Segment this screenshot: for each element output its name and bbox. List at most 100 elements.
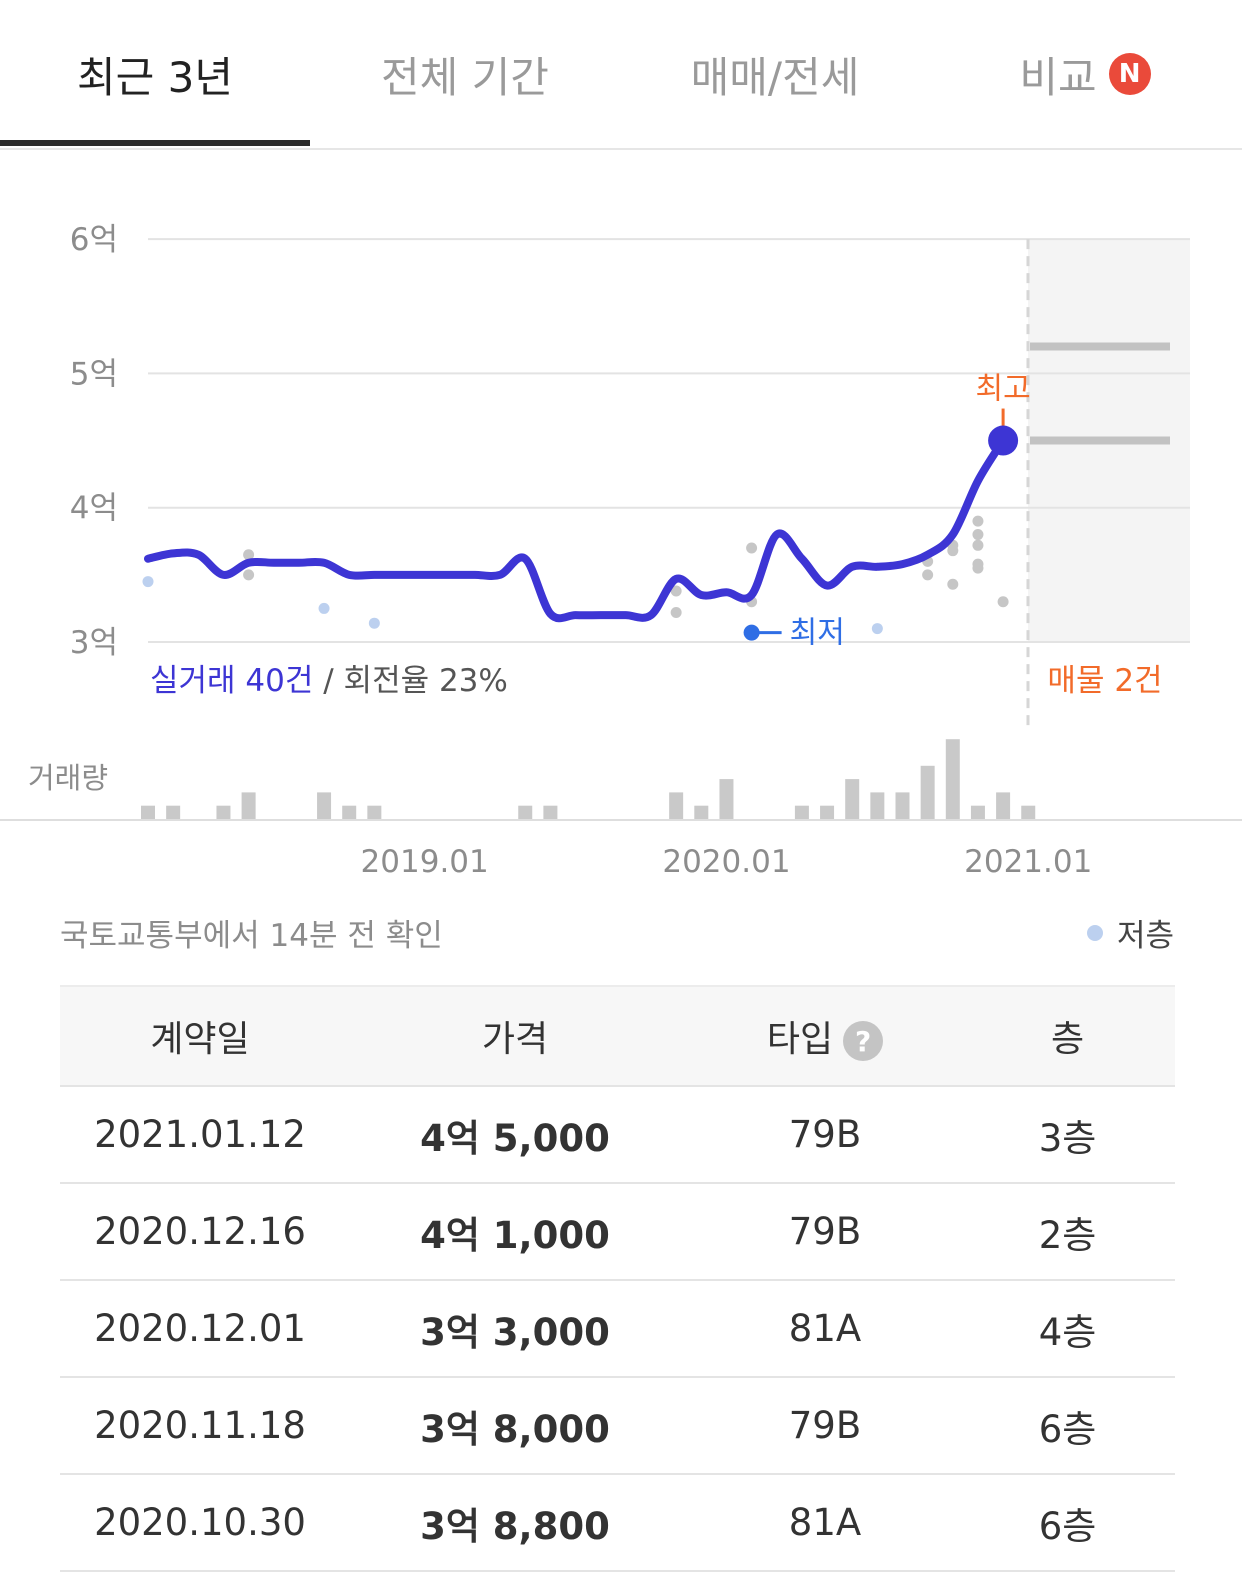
volume-label: 거래량 [28,761,108,795]
scatter-point [243,569,255,581]
cell-price: 3억 8,800 [340,1474,690,1572]
table-row[interactable]: 2020.11.18 3억 8,000 79B 6층 [60,1377,1175,1475]
volume-bar [518,805,533,819]
tab-compare[interactable]: 비교 N [930,0,1240,148]
tab-label: 비교 [1019,52,1097,102]
header-price: 가격 [340,985,690,1087]
header-type: 타입? [690,985,960,1087]
cell-type: 79B [690,1086,960,1184]
turnover-rate: 회전율 23% [344,663,508,699]
tab-recent-3-years[interactable]: 최근 3년 [0,0,310,148]
scatter-point-low-floor [142,576,154,588]
table-header-row: 계약일 가격 타입? 층 [60,985,1175,1087]
tab-all-period[interactable]: 전체 기간 [310,0,620,148]
volume-bar [216,805,231,819]
x-tick-label: 2021.01 [964,844,1092,880]
cell-price: 4억 1,000 [340,1183,690,1281]
low-floor-dot-icon [1086,924,1103,941]
active-tab-indicator [0,140,310,146]
volume-bar [895,792,910,819]
volume-bar [820,805,835,819]
volume-bar [543,805,558,819]
scatter-point [947,578,959,590]
scatter-point [972,562,984,574]
highest-point [988,425,1019,456]
cell-price: 3억 8,000 [340,1377,690,1475]
highest-label: 최고 [975,372,1030,407]
volume-bar [241,792,256,819]
volume-bar [342,805,357,819]
volume-bar [367,805,382,819]
trade-count: 실거래 40건 [150,663,313,699]
header-contract-date: 계약일 [60,985,340,1087]
transactions-table: 계약일 가격 타입? 층 2021.01.12 4억 5,000 79B 3층 … [60,985,1175,1572]
x-tick-label: 2019.01 [361,844,489,880]
y-tick-label: 3억 [70,625,118,661]
cell-price: 3억 3,000 [340,1280,690,1378]
cell-date: 2020.12.01 [60,1280,340,1378]
cell-floor: 6층 [960,1474,1175,1572]
table-row[interactable]: 2021.01.12 4억 5,000 79B 3층 [60,1086,1175,1184]
cell-date: 2020.12.16 [60,1183,340,1281]
cell-type: 81A [690,1280,960,1378]
price-trend-line [144,436,1008,623]
table-row[interactable]: 2020.10.30 3억 8,800 81A 6층 [60,1474,1175,1572]
cell-price: 4억 5,000 [340,1086,690,1184]
tab-label: 전체 기간 [381,52,549,102]
trade-summary: 실거래 40건 / 회전율 23% [150,663,508,699]
scatter-point-low-floor [871,623,883,635]
data-source-text: 국토교통부에서 14분 전 확인 [60,918,443,954]
volume-bar [669,792,684,819]
summary-separator: / [313,663,343,699]
scatter-point [972,515,984,527]
legend: 저층 [1086,910,1174,955]
volume-bar [945,739,960,819]
cell-floor: 6층 [960,1377,1175,1475]
scatter-point [922,569,934,581]
chart-baseline [0,819,1242,821]
scatter-point [972,529,984,541]
tab-label: 매매/전세 [690,52,860,102]
cell-type: 79B [690,1377,960,1475]
volume-bar [996,792,1011,819]
scatter-point [997,596,1009,608]
scatter-point [670,585,682,597]
volume-bar [870,792,885,819]
scatter-point [670,606,682,618]
listings-label: 매물 2건 [1047,663,1162,699]
cell-type: 81A [690,1474,960,1572]
cell-floor: 3층 [960,1086,1175,1184]
y-tick-label: 4억 [70,491,118,527]
y-tick-label: 5억 [70,356,118,392]
tab-sale-jeonse[interactable]: 매매/전세 [620,0,930,148]
period-tabs: 최근 3년 전체 기간 매매/전세 비교 N [0,0,1242,150]
x-tick-label: 2020.01 [662,844,790,880]
cell-date: 2020.10.30 [60,1474,340,1572]
cell-floor: 4층 [960,1280,1175,1378]
volume-bar [794,805,809,819]
help-icon[interactable]: ? [843,1021,884,1061]
scatter-point [746,542,758,554]
volume-bar [141,805,155,819]
table-row[interactable]: 2020.12.01 3억 3,000 81A 4층 [60,1280,1175,1378]
scatter-point [243,549,255,561]
table-row[interactable]: 2020.12.16 4억 1,000 79B 2층 [60,1183,1175,1281]
scatter-point [972,539,984,551]
legend-label: 저층 [1116,918,1174,954]
volume-bar [694,805,709,819]
volume-bar [845,779,860,819]
header-floor: 층 [960,985,1175,1087]
scatter-point [947,545,959,557]
lowest-label: 최저 [790,616,845,651]
new-badge: N [1108,53,1151,95]
tab-label: 최근 3년 [77,52,233,102]
cell-type: 79B [690,1183,960,1281]
volume-bar [1021,805,1036,819]
volume-bar [719,779,734,819]
scatter-point-low-floor [368,617,380,629]
scatter-point-low-floor [318,602,330,614]
cell-date: 2020.11.18 [60,1377,340,1475]
cell-floor: 2층 [960,1183,1175,1281]
y-tick-label: 6억 [70,222,118,258]
